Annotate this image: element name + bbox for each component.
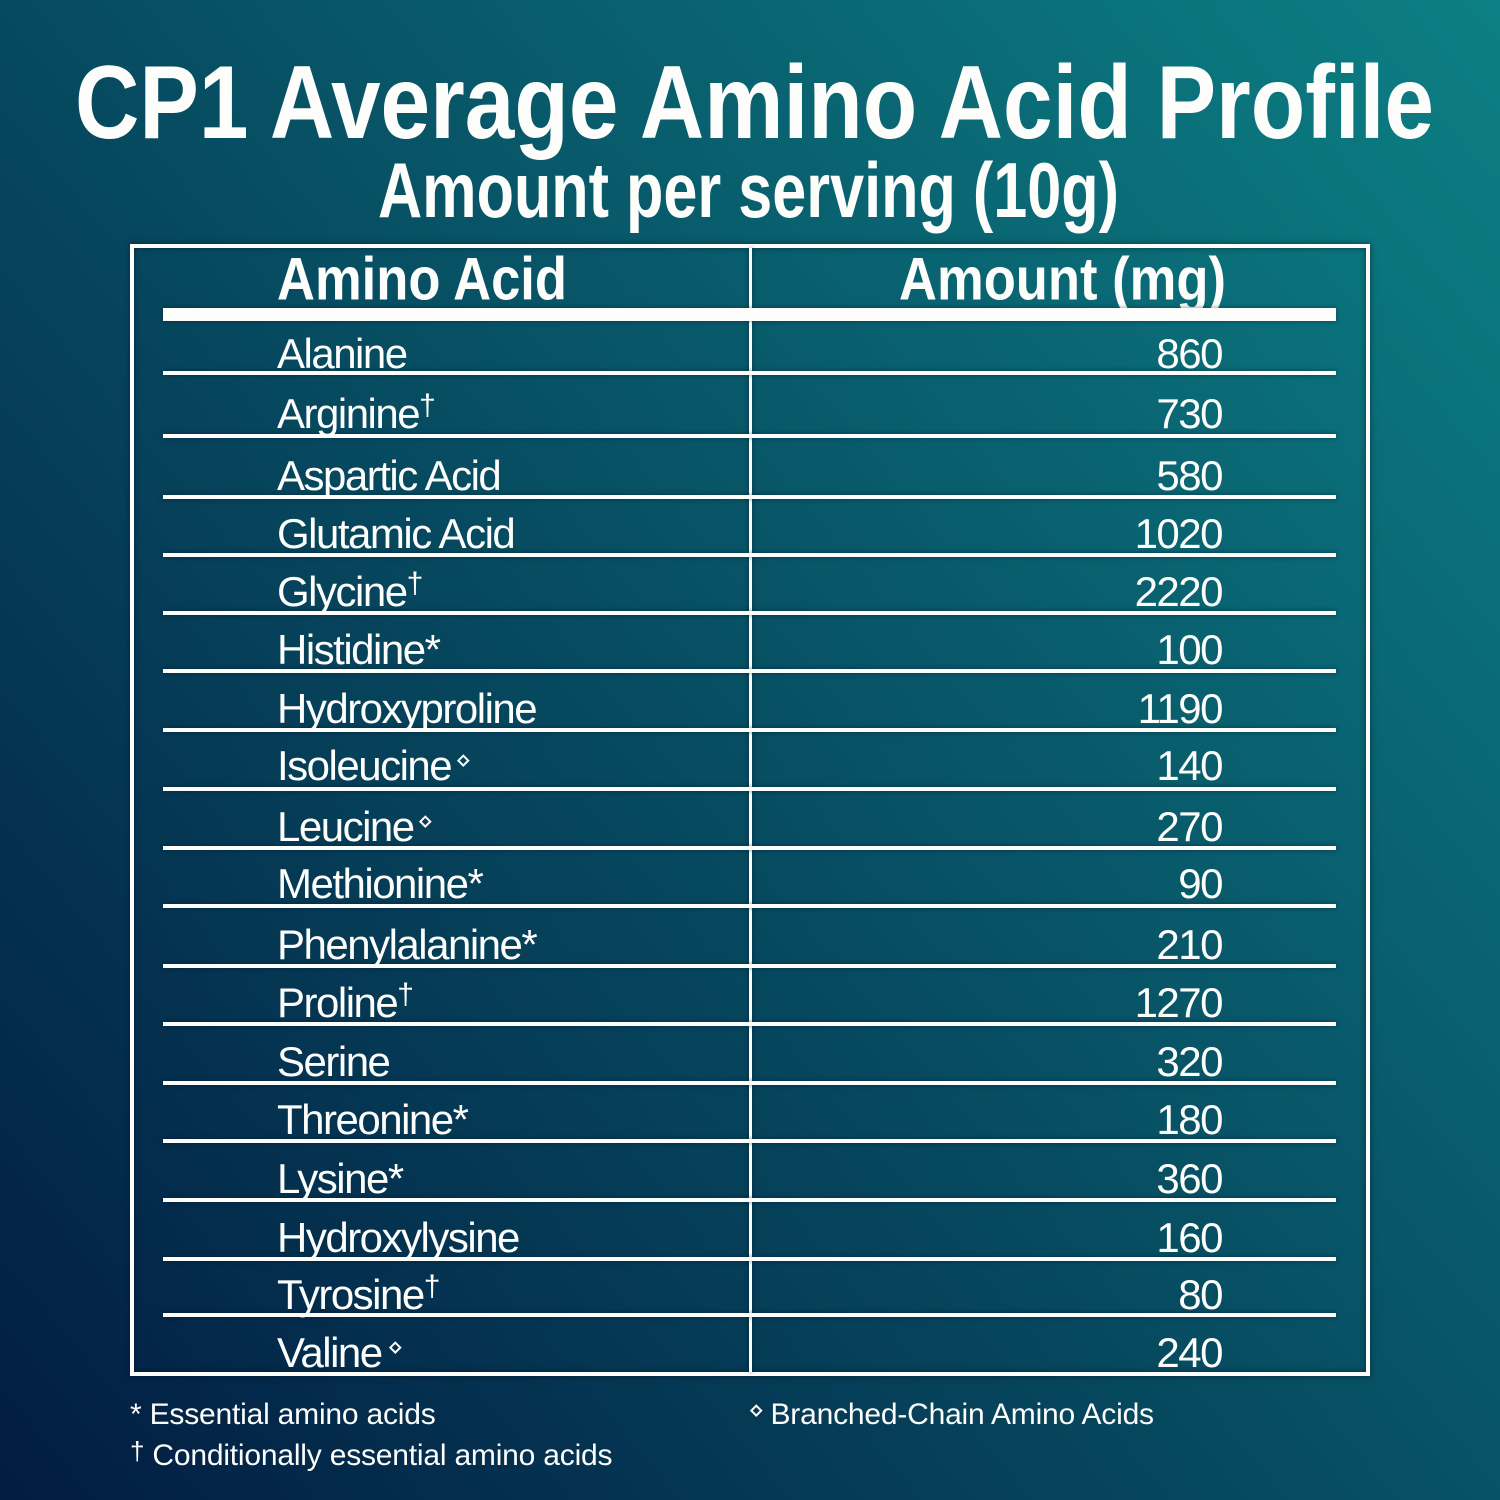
- svg-text:Amino Acid: Amino Acid: [277, 245, 567, 313]
- svg-text:Amount per serving (10g): Amount per serving (10g): [378, 146, 1119, 234]
- svg-text:CP1 Average Amino Acid Profile: CP1 Average Amino Acid Profile: [75, 45, 1434, 161]
- svg-text:Amount (mg): Amount (mg): [899, 245, 1226, 313]
